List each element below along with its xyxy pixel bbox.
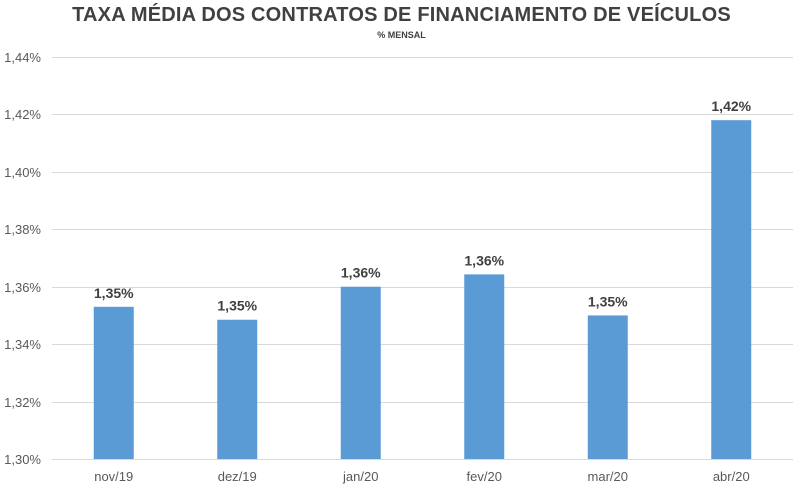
data-label: 1,35% bbox=[217, 298, 257, 314]
bar bbox=[711, 120, 752, 460]
y-tick-label: 1,38% bbox=[4, 222, 41, 237]
x-tick-label: abr/20 bbox=[713, 469, 750, 484]
y-axis-tick-labels: 1,30% 1,32% 1,34% 1,36% 1,38% 1,40% 1,42% 1,44% bbox=[4, 50, 41, 467]
x-axis-tick-labels: nov/19 dez/19 jan/20 fev/20 mar/20 abr/20 bbox=[94, 469, 749, 484]
x-tick-label: mar/20 bbox=[588, 469, 628, 484]
bar bbox=[587, 315, 628, 459]
gridlines bbox=[52, 57, 793, 403]
y-tick-label: 1,44% bbox=[4, 50, 41, 65]
y-tick-label: 1,40% bbox=[4, 165, 41, 180]
data-label: 1,36% bbox=[464, 252, 504, 268]
data-label: 1,35% bbox=[588, 293, 628, 309]
bars bbox=[93, 120, 752, 460]
y-tick-label: 1,42% bbox=[4, 107, 41, 122]
x-tick-label: nov/19 bbox=[94, 469, 133, 484]
data-label: 1,42% bbox=[711, 98, 751, 114]
bar bbox=[340, 286, 381, 459]
y-tick-label: 1,36% bbox=[4, 280, 41, 295]
bar bbox=[93, 306, 134, 459]
chart-title: TAXA MÉDIA DOS CONTRATOS DE FINANCIAMENT… bbox=[72, 4, 731, 26]
x-tick-label: fev/20 bbox=[467, 469, 502, 484]
y-tick-label: 1,30% bbox=[4, 452, 41, 467]
data-label: 1,35% bbox=[94, 285, 134, 301]
y-tick-label: 1,34% bbox=[4, 337, 41, 352]
data-labels: 1,35% 1,35% 1,36% 1,36% 1,35% 1,42% bbox=[94, 98, 752, 314]
y-tick-label: 1,32% bbox=[4, 395, 41, 410]
bar bbox=[464, 274, 505, 459]
x-tick-label: jan/20 bbox=[342, 469, 378, 484]
x-tick-label: dez/19 bbox=[218, 469, 257, 484]
chart-subtitle: % MENSAL bbox=[377, 30, 426, 40]
data-label: 1,36% bbox=[341, 265, 381, 281]
bar bbox=[217, 319, 258, 459]
